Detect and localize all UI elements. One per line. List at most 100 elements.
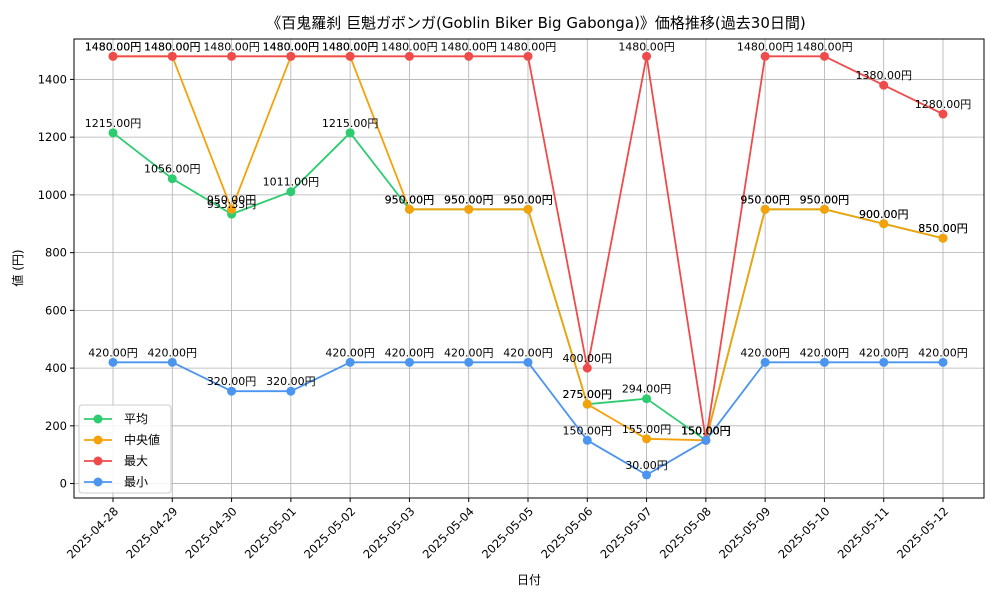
data-label-最小: 420.00円 (740, 346, 790, 359)
data-label-中央値: 950.00円 (444, 193, 494, 206)
data-label-中央値: 155.00円 (622, 423, 672, 436)
data-point-最大 (938, 109, 948, 119)
data-labels: 1215.00円 1056.00円 933.33円 1011.00円 1215.00円 9… (85, 40, 972, 472)
data-label-中央値: 1480.00円 (263, 40, 320, 53)
data-point-最大 (108, 51, 118, 61)
data-point-最小 (345, 357, 355, 367)
y-axis-label: 値 (円) (10, 249, 25, 286)
data-point-中央値 (879, 219, 889, 229)
data-point-最大 (167, 51, 177, 61)
data-label-中央値: 1480.00円 (144, 40, 201, 53)
data-label-最小: 150.00円 (563, 424, 613, 437)
data-label-最大: 1480.00円 (144, 40, 201, 53)
data-label-最小: 420.00円 (385, 346, 435, 359)
legend-label-中央値: 中央値 (124, 432, 160, 447)
legend-label-最大: 最大 (124, 454, 148, 468)
data-label-最大: 1480.00円 (796, 40, 853, 53)
data-label-平均: 1011.00円 (263, 176, 320, 189)
chart-title: 《百鬼羅刹 巨魁ガボンガ(Goblin Biker Big Gabonga)》価… (266, 14, 805, 32)
data-point-最大 (819, 51, 829, 61)
x-axis-label: 日付 (517, 573, 541, 587)
data-label-平均: 1056.00円 (144, 163, 201, 176)
data-point-平均 (167, 174, 177, 184)
data-point-最大 (760, 51, 770, 61)
data-label-最小: 320.00円 (207, 375, 257, 388)
data-label-最小: 420.00円 (444, 346, 494, 359)
y-axis-ticks: 0 200 400 600 800 1000 1200 1400 (38, 72, 74, 491)
data-label-最大: 150.00円 (681, 424, 731, 437)
y-tick-label: 1400 (38, 72, 67, 86)
data-label-中央値: 950.00円 (800, 193, 850, 206)
legend-label-平均: 平均 (124, 412, 148, 426)
data-label-最小: 320.00円 (266, 375, 316, 388)
data-point-中央値 (404, 204, 414, 214)
y-tick-label: 1000 (38, 188, 67, 202)
data-label-最小: 30.00円 (625, 459, 668, 472)
data-point-最大 (464, 51, 474, 61)
data-point-平均 (108, 128, 118, 138)
data-point-最小 (523, 357, 533, 367)
data-point-最大 (523, 51, 533, 61)
data-point-中央値 (582, 399, 592, 409)
data-label-中央値: 950.00円 (385, 193, 435, 206)
legend-marker-中央値 (93, 435, 103, 445)
data-point-最小 (167, 357, 177, 367)
data-point-最大 (642, 51, 652, 61)
y-tick-label: 0 (60, 477, 67, 491)
data-point-中央値 (819, 204, 829, 214)
data-label-最大: 1480.00円 (618, 40, 675, 53)
y-tick-label: 600 (45, 303, 67, 317)
data-point-最大 (345, 51, 355, 61)
data-point-最小 (760, 357, 770, 367)
data-point-最大 (879, 80, 889, 90)
y-tick-label: 1200 (38, 130, 67, 144)
data-label-平均: 950.00円 (503, 193, 553, 206)
data-label-中央値: 275.00円 (563, 388, 613, 401)
data-label-中央値: 1480.00円 (85, 40, 142, 53)
data-label-最大: 1480.00円 (381, 40, 438, 53)
data-label-平均: 275.00円 (563, 388, 613, 401)
data-label-最大: 1480.00円 (737, 40, 794, 53)
data-label-最大: 1480.00円 (85, 40, 142, 53)
data-point-最小 (286, 386, 296, 396)
data-point-中央値 (523, 204, 533, 214)
data-label-中央値: 950.00円 (740, 193, 790, 206)
data-point-最小 (227, 386, 237, 396)
y-tick-label: 800 (45, 246, 67, 260)
data-label-平均: 933.33円 (207, 198, 257, 211)
data-label-中央値: 1480.00円 (322, 40, 379, 53)
data-label-最大: 1380.00円 (855, 69, 912, 82)
data-label-平均: 950.00円 (444, 193, 494, 206)
data-point-最小 (701, 435, 711, 445)
data-label-最小: 420.00円 (859, 346, 909, 359)
data-point-最大 (404, 51, 414, 61)
data-point-平均 (286, 187, 296, 197)
data-label-平均: 950.00円 (800, 193, 850, 206)
series-lines (108, 51, 948, 480)
data-label-平均: 150.00円 (681, 424, 731, 437)
data-label-最小: 420.00円 (800, 346, 850, 359)
data-point-中央値 (938, 233, 948, 243)
data-label-最大: 1480.00円 (440, 40, 497, 53)
data-label-最大: 1480.00円 (322, 40, 379, 53)
data-label-最大: 1480.00円 (500, 40, 557, 53)
plot-area-frame (73, 38, 985, 499)
data-label-中央値: 950.00円 (503, 193, 553, 206)
data-label-平均: 294.00円 (622, 383, 672, 396)
data-label-最小: 420.00円 (503, 346, 553, 359)
legend-marker-最大 (93, 456, 103, 466)
data-point-平均 (642, 394, 652, 404)
data-point-最小 (582, 435, 592, 445)
data-point-最小 (464, 357, 474, 367)
data-point-平均 (345, 128, 355, 138)
data-label-最小: 420.00円 (148, 346, 198, 359)
data-label-最小: 420.00円 (88, 346, 138, 359)
data-label-平均: 850.00円 (918, 222, 968, 235)
data-label-最大: 1480.00円 (203, 40, 260, 53)
legend-label-最小: 最小 (124, 475, 148, 489)
data-label-平均: 1215.00円 (85, 117, 142, 130)
data-label-最小: 420.00円 (325, 346, 375, 359)
